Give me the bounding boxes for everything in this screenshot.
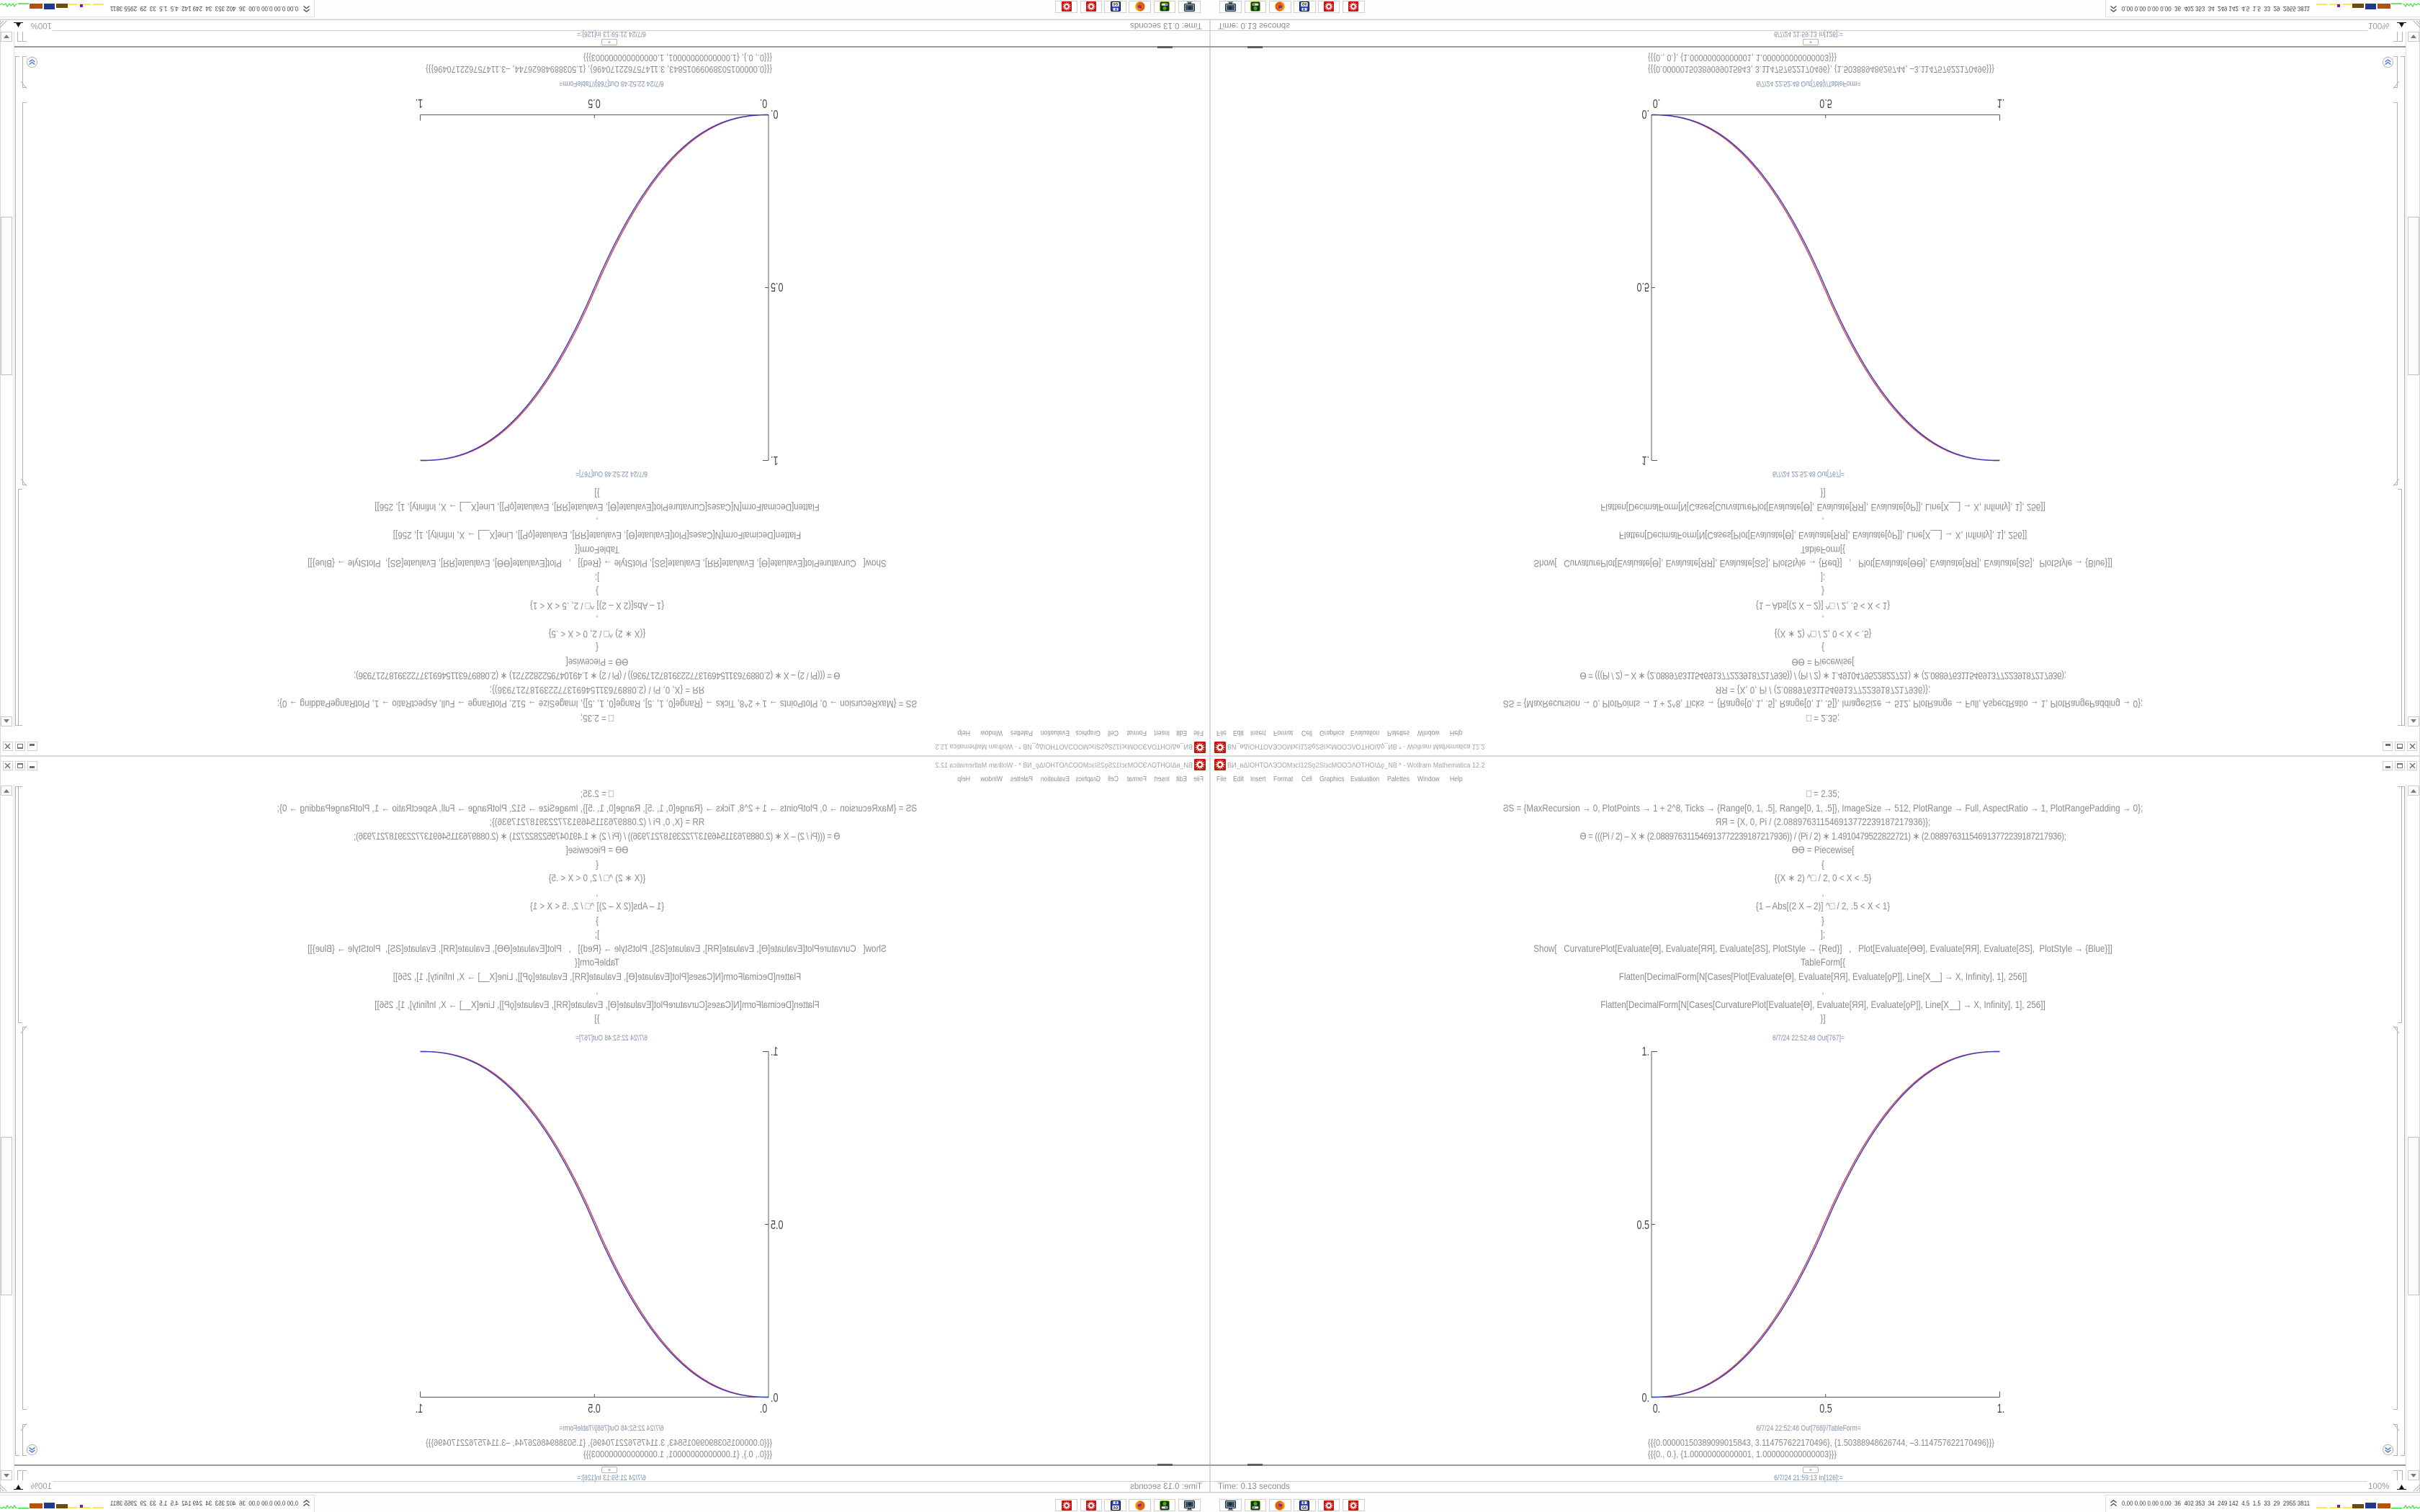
svg-text:64: 64 (1302, 1506, 1307, 1511)
svg-text:64: 64 (1113, 1, 1118, 6)
svg-text:64: 64 (1113, 1506, 1118, 1511)
svg-text:64: 64 (1302, 1, 1307, 6)
